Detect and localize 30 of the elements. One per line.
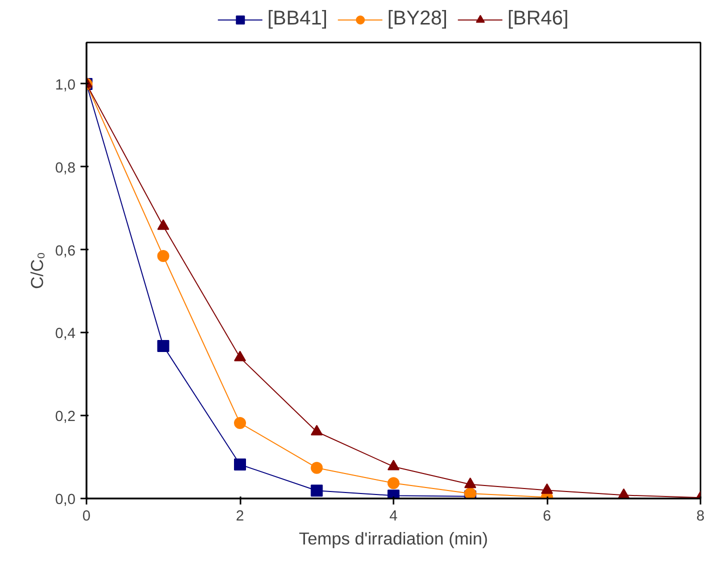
y-axis-title: C/C₀ <box>27 252 48 290</box>
y-tick-label: 0,2 <box>55 409 76 426</box>
legend-label: [BY28] <box>387 8 448 30</box>
point <box>388 477 400 490</box>
point <box>388 460 400 470</box>
point <box>310 484 323 497</box>
point <box>310 424 323 436</box>
x-tick-label: 6 <box>542 508 552 524</box>
point <box>464 488 476 498</box>
x-tick-label: 2 <box>236 508 244 524</box>
x-tick-label: 4 <box>389 508 398 524</box>
point <box>541 483 553 494</box>
x-axis-title: Temps d'irradiation (min) <box>298 528 488 548</box>
y-tick-label: 0,4 <box>55 326 76 342</box>
point <box>234 350 246 362</box>
point <box>157 250 170 262</box>
x-tick-label: 8 <box>696 508 705 524</box>
legend-label: [BB41] <box>267 8 328 30</box>
y-tick-label: 0,8 <box>55 160 76 176</box>
point <box>234 417 246 430</box>
point <box>157 340 170 352</box>
point <box>310 462 323 474</box>
y-tick-label: 0,6 <box>55 243 76 260</box>
legend-label: [BR46] <box>507 8 569 30</box>
y-tick-label: 1,0 <box>55 77 76 94</box>
x-tick-label: 0 <box>82 508 91 524</box>
y-tick-label: 0,0 <box>55 492 76 508</box>
point <box>157 219 170 230</box>
point <box>464 478 476 488</box>
point <box>234 458 246 471</box>
